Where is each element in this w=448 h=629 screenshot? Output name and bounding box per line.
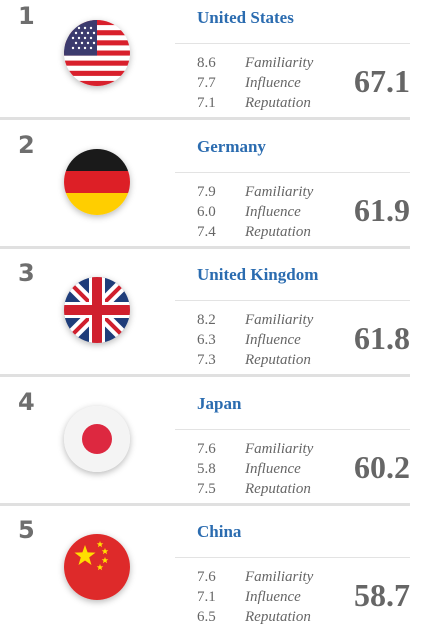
divider xyxy=(175,172,410,173)
metric-label: Influence xyxy=(245,204,301,220)
ranking-entry: 4 Japan 7.6 Familiarity 5.8 Influence 7.5 R… xyxy=(0,386,448,503)
metric-label: Familiarity xyxy=(245,441,314,457)
country-name: United Kingdom xyxy=(197,265,319,284)
us-flag-icon xyxy=(64,20,130,86)
metrics-list: 7.6 Familiarity 7.1 Influence 6.5 Reputatio… xyxy=(197,567,313,627)
germany-flag-icon xyxy=(64,149,130,215)
metric-value: 7.6 xyxy=(197,441,216,457)
entry-separator xyxy=(0,117,410,120)
country-name: Japan xyxy=(197,394,242,413)
metric-reputation: 7.1 Reputation xyxy=(197,93,313,113)
metric-value: 7.5 xyxy=(197,481,216,497)
ranking-entry: 5 China 7.6 Familiarity 7.1 Influence 6.5 R… xyxy=(0,514,448,629)
metric-influence: 6.3 Influence xyxy=(197,330,313,350)
metric-label: Reputation xyxy=(245,95,311,111)
metric-reputation: 7.4 Reputation xyxy=(197,222,313,242)
metric-value: 7.9 xyxy=(197,184,216,200)
entry-separator xyxy=(0,246,410,249)
metric-reputation: 7.3 Reputation xyxy=(197,350,313,370)
ranking-entry: 3 United Kingdom 8.2 Familiarity 6.3 Influ… xyxy=(0,257,448,374)
uk-flag-icon xyxy=(64,277,130,343)
overall-score: 67.1 xyxy=(354,63,410,99)
metric-label: Familiarity xyxy=(245,184,314,200)
metric-influence: 5.8 Influence xyxy=(197,459,313,479)
ranking-entry: 1 United States xyxy=(0,0,448,117)
metric-familiarity: 7.6 Familiarity xyxy=(197,439,313,459)
metric-value: 7.3 xyxy=(197,352,216,368)
metric-value: 8.2 xyxy=(197,312,216,328)
metric-label: Influence xyxy=(245,461,301,477)
country-name: China xyxy=(197,522,242,541)
country-name: United States xyxy=(197,8,294,27)
metric-familiarity: 8.6 Familiarity xyxy=(197,53,313,73)
metric-label: Familiarity xyxy=(245,569,314,585)
metric-value: 8.6 xyxy=(197,55,216,71)
divider xyxy=(175,43,410,44)
divider xyxy=(175,300,410,301)
metric-value: 6.0 xyxy=(197,204,216,220)
metric-reputation: 6.5 Reputation xyxy=(197,607,313,627)
rank-number: 1 xyxy=(18,2,35,30)
metric-value: 7.1 xyxy=(197,589,216,605)
divider xyxy=(175,429,410,430)
metric-label: Influence xyxy=(245,589,301,605)
metric-influence: 7.1 Influence xyxy=(197,587,313,607)
metric-label: Reputation xyxy=(245,224,311,240)
metric-familiarity: 7.9 Familiarity xyxy=(197,182,313,202)
metric-reputation: 7.5 Reputation xyxy=(197,479,313,499)
overall-score: 60.2 xyxy=(354,449,410,485)
metric-influence: 6.0 Influence xyxy=(197,202,313,222)
overall-score: 61.9 xyxy=(354,192,410,228)
metric-label: Reputation xyxy=(245,609,311,625)
metrics-list: 8.6 Familiarity 7.7 Influence 7.1 Reputatio… xyxy=(197,53,313,113)
metric-value: 5.8 xyxy=(197,461,216,477)
metrics-list: 7.6 Familiarity 5.8 Influence 7.5 Reputatio… xyxy=(197,439,313,499)
entry-separator xyxy=(0,503,410,506)
overall-score: 58.7 xyxy=(354,577,410,613)
metric-label: Familiarity xyxy=(245,55,314,71)
metric-value: 7.7 xyxy=(197,75,216,91)
metric-value: 6.5 xyxy=(197,609,216,625)
rank-number: 5 xyxy=(18,516,35,544)
entry-separator xyxy=(0,374,410,377)
metrics-list: 8.2 Familiarity 6.3 Influence 7.3 Reputatio… xyxy=(197,310,313,370)
metric-value: 7.4 xyxy=(197,224,216,240)
metric-label: Reputation xyxy=(245,352,311,368)
metric-value: 7.1 xyxy=(197,95,216,111)
metric-label: Influence xyxy=(245,332,301,348)
metric-value: 6.3 xyxy=(197,332,216,348)
rank-number: 4 xyxy=(18,388,35,416)
metric-value: 7.6 xyxy=(197,569,216,585)
metric-familiarity: 7.6 Familiarity xyxy=(197,567,313,587)
ranking-entry: 2 Germany 7.9 Familiarity 6.0 Influence 7.… xyxy=(0,129,448,246)
overall-score: 61.8 xyxy=(354,320,410,356)
country-name: Germany xyxy=(197,137,266,156)
metric-familiarity: 8.2 Familiarity xyxy=(197,310,313,330)
rank-number: 2 xyxy=(18,131,35,159)
china-flag-icon xyxy=(64,534,130,600)
metric-label: Familiarity xyxy=(245,312,314,328)
rank-number: 3 xyxy=(18,259,35,287)
metric-label: Influence xyxy=(245,75,301,91)
metrics-list: 7.9 Familiarity 6.0 Influence 7.4 Reputatio… xyxy=(197,182,313,242)
metric-influence: 7.7 Influence xyxy=(197,73,313,93)
metric-label: Reputation xyxy=(245,481,311,497)
divider xyxy=(175,557,410,558)
japan-flag-icon xyxy=(64,406,130,472)
